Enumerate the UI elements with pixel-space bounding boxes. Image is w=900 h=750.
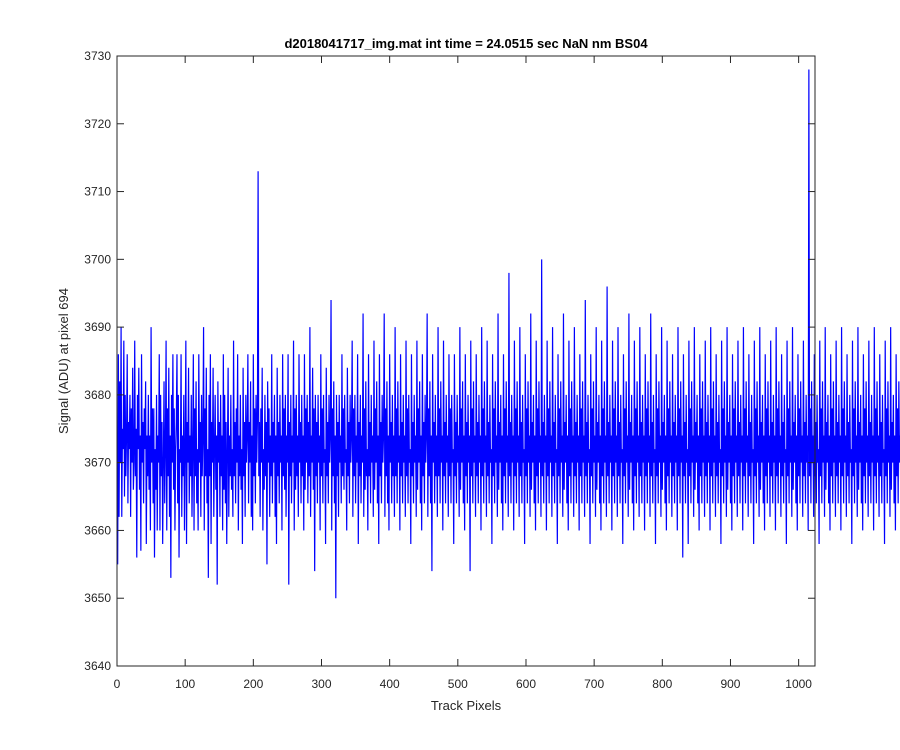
x-tick-label: 100: [175, 677, 195, 691]
y-tick-label: 3730: [84, 49, 111, 63]
x-tick-label: 900: [720, 677, 740, 691]
x-tick-label: 400: [380, 677, 400, 691]
series-layer: [117, 69, 900, 599]
y-tick-label: 3690: [84, 320, 111, 334]
y-tick-label: 3670: [84, 456, 111, 470]
chart-title: d2018041717_img.mat int time = 24.0515 s…: [284, 36, 648, 51]
y-tick-label: 3700: [84, 252, 111, 266]
x-tick-label: 500: [448, 677, 468, 691]
x-axis-label: Track Pixels: [431, 698, 502, 713]
x-tick-label: 800: [652, 677, 672, 691]
x-tick-label: 1000: [785, 677, 812, 691]
y-tick-label: 3680: [84, 388, 111, 402]
y-tick-label: 3710: [84, 185, 111, 199]
y-tick-label: 3720: [84, 117, 111, 131]
y-tick-label: 3640: [84, 659, 111, 673]
x-tick-label: 0: [114, 677, 121, 691]
y-tick-label: 3660: [84, 523, 111, 537]
x-tick-label: 200: [243, 677, 263, 691]
series-line-0: [117, 69, 900, 599]
x-tick-label: 700: [584, 677, 604, 691]
x-tick-label: 600: [516, 677, 536, 691]
y-axis-label: Signal (ADU) at pixel 694: [56, 288, 71, 434]
x-tick-label: 300: [311, 677, 331, 691]
axes-box: [116, 55, 816, 667]
axes-layer: 0 100 200 300 400 500 600 700 800 900 1000 3640 3650…: [84, 49, 816, 691]
y-tick-label: 3650: [84, 591, 111, 605]
